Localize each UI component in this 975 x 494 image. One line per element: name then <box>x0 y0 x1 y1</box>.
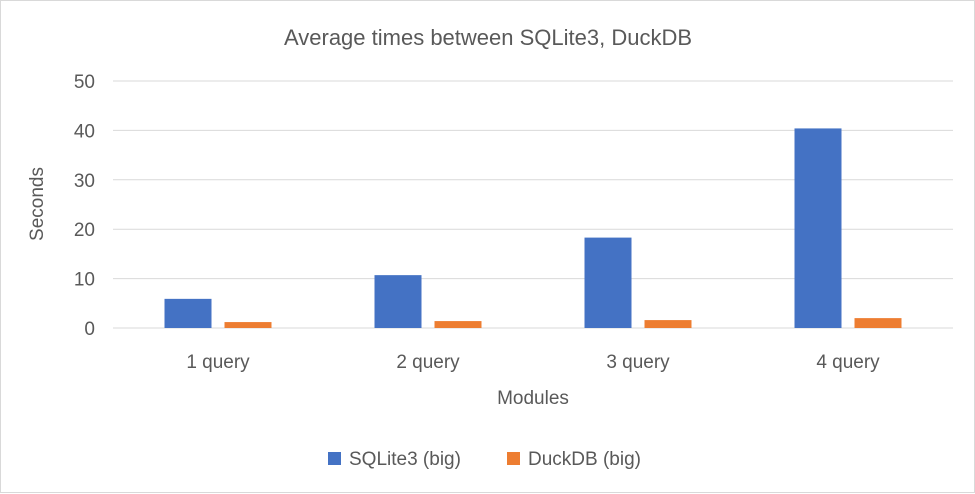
y-tick-label: 40 <box>74 121 95 142</box>
x-axis-title: Modules <box>497 388 569 409</box>
bar-duckdb-3 <box>644 320 692 328</box>
legend-label: DuckDB (big) <box>528 449 641 470</box>
x-tick-label: 4 query <box>816 352 880 373</box>
y-tick-label: 0 <box>84 319 95 340</box>
y-axis-ticks: 0 10 20 30 40 50 <box>74 72 95 340</box>
legend: SQLite3 (big) DuckDB (big) <box>328 449 641 470</box>
bar-sqlite3-1 <box>164 298 212 328</box>
bar-sqlite3-4 <box>794 128 842 328</box>
bar-duckdb-2 <box>434 321 482 328</box>
x-tick-label: 3 query <box>606 352 670 373</box>
bars <box>164 128 902 328</box>
x-axis-ticks: 1 query 2 query 3 query 4 query <box>186 352 880 373</box>
x-tick-label: 2 query <box>396 352 460 373</box>
chart-title: Average times between SQLite3, DuckDB <box>284 25 692 50</box>
legend-swatch <box>328 452 341 465</box>
y-tick-label: 30 <box>74 171 95 192</box>
bar-sqlite3-2 <box>374 275 422 328</box>
legend-label: SQLite3 (big) <box>349 449 461 470</box>
legend-swatch <box>507 452 520 465</box>
y-tick-label: 20 <box>74 220 95 241</box>
y-tick-label: 10 <box>74 270 95 291</box>
bar-duckdb-1 <box>224 322 272 328</box>
y-tick-label: 50 <box>74 72 95 93</box>
x-tick-label: 1 query <box>186 352 250 373</box>
y-axis-title: Seconds <box>27 167 48 241</box>
bar-duckdb-4 <box>854 318 902 328</box>
bar-sqlite3-3 <box>584 237 632 328</box>
